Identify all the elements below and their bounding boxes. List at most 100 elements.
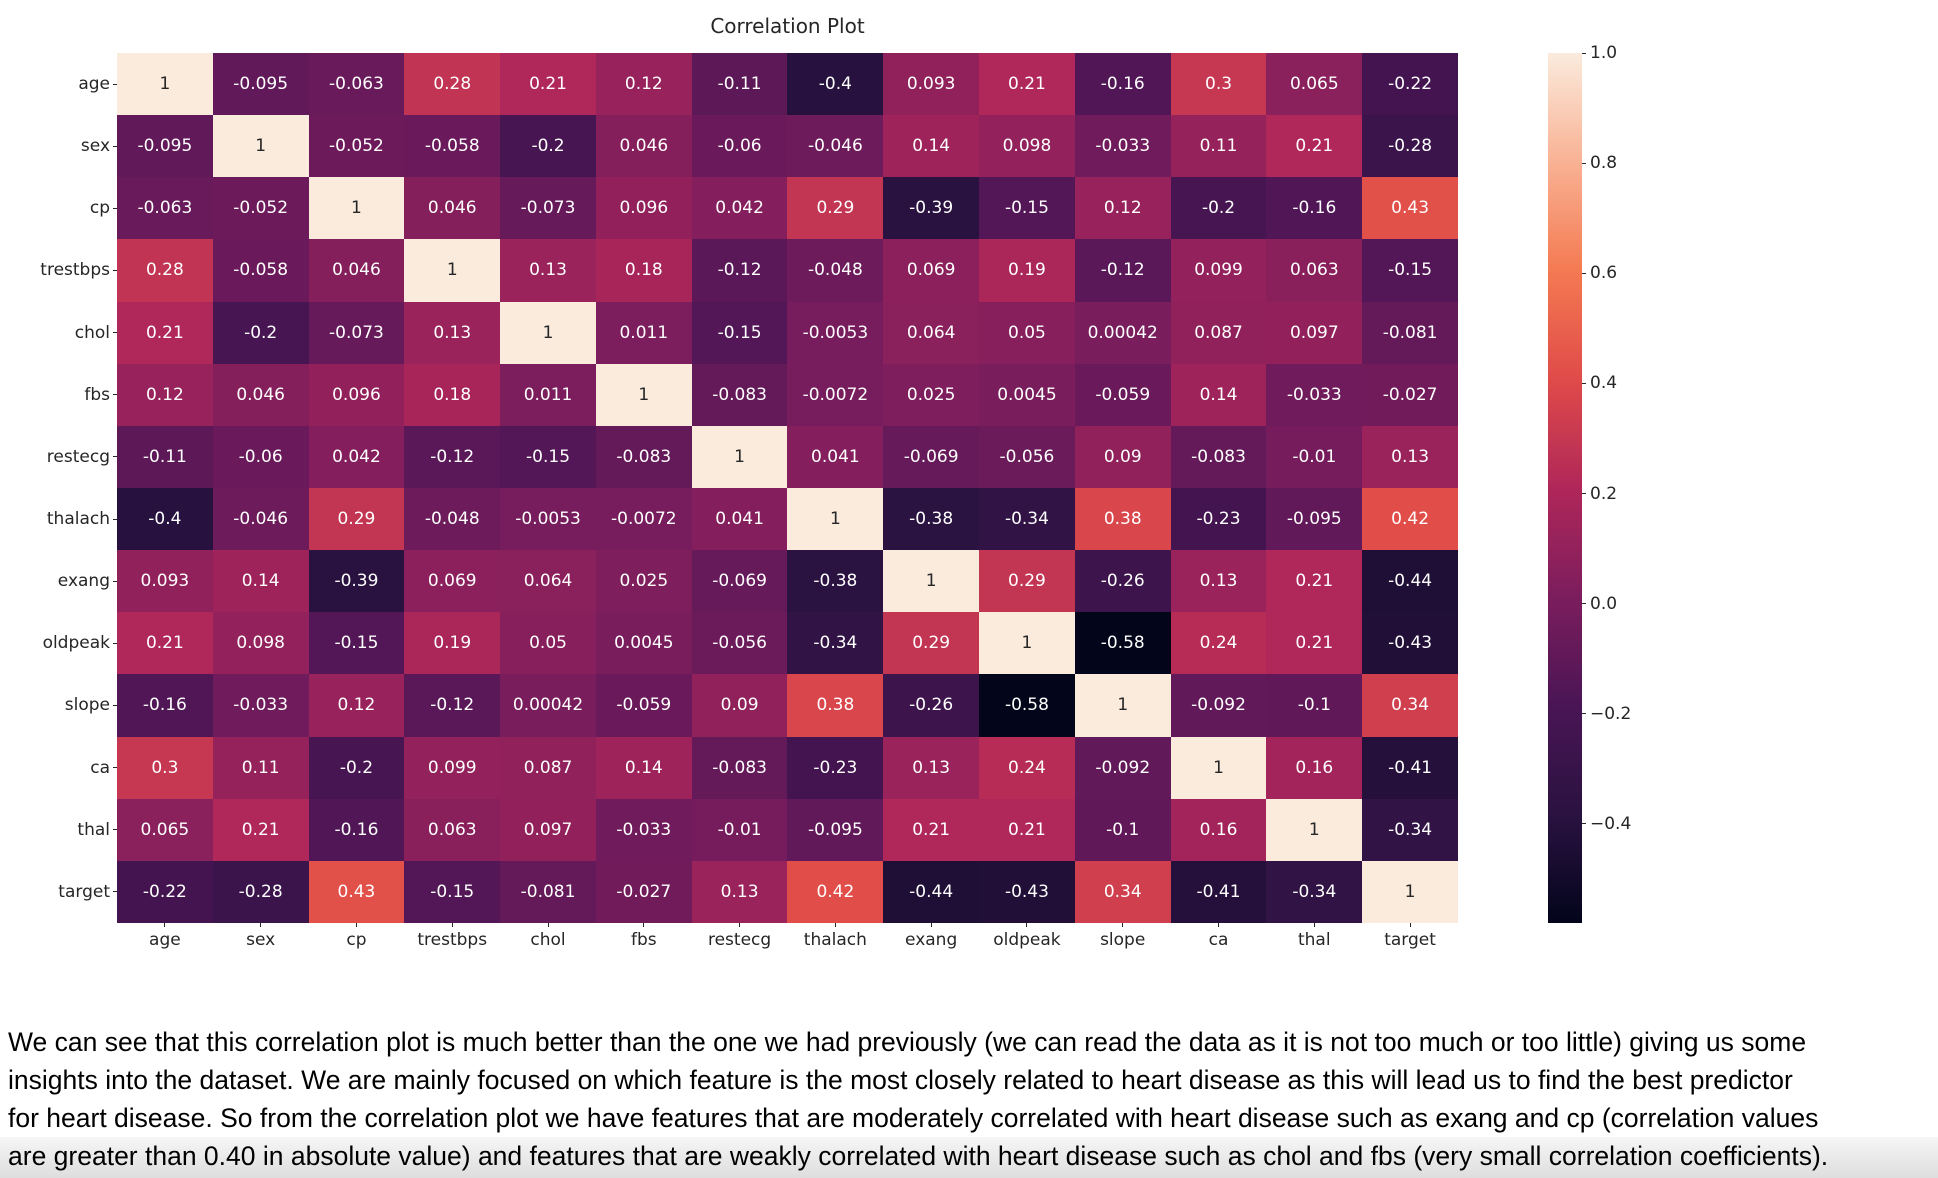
heatmap-cell: -0.01: [1266, 425, 1363, 488]
heatmap-cell: 0.097: [1266, 301, 1363, 364]
tick-mark: [113, 83, 117, 85]
heatmap-cell: 0.064: [500, 550, 596, 613]
heatmap-cell: 0.05: [979, 301, 1075, 364]
tick-mark: [113, 829, 117, 831]
heatmap-cell: 0.041: [787, 425, 884, 488]
tick-mark: [113, 518, 117, 520]
heatmap-cell: -0.15: [1362, 239, 1458, 302]
heatmap-cell: -0.0072: [787, 363, 884, 426]
heatmap-cell: 0.34: [1074, 860, 1171, 923]
plot-title: Correlation Plot: [710, 14, 865, 38]
heatmap-cell: 0.28: [404, 53, 501, 116]
heatmap-cell: 0.21: [979, 53, 1075, 116]
heatmap-cell: -0.095: [117, 115, 213, 178]
tick-mark: [1582, 823, 1586, 825]
tick-mark: [1582, 162, 1586, 164]
heatmap-cell: -0.033: [1074, 115, 1171, 178]
tick-mark: [1582, 272, 1586, 274]
heatmap-cell: -0.58: [1074, 612, 1171, 675]
heatmap-cell: 0.00042: [500, 674, 596, 737]
heatmap-cell: 0.3: [117, 736, 213, 799]
heatmap-cell: 0.05: [500, 612, 596, 675]
heatmap-cell: 1: [404, 239, 501, 302]
heatmap-cell: -0.22: [1362, 53, 1458, 116]
heatmap-cell: 1: [117, 53, 213, 116]
heatmap-cell: -0.44: [1362, 550, 1458, 613]
tick-mark: [355, 923, 357, 927]
heatmap-cell: -0.16: [1074, 53, 1171, 116]
heatmap-cell: 0.12: [1074, 177, 1171, 240]
heatmap-cell: -0.0053: [787, 301, 884, 364]
heatmap-cell: -0.059: [595, 674, 692, 737]
heatmap-cell: 0.21: [883, 798, 980, 861]
heatmap-cell: 0.42: [787, 860, 884, 923]
heatmap-cell: -0.26: [1074, 550, 1171, 613]
tick-mark: [1217, 923, 1219, 927]
heatmap-cell: -0.58: [979, 674, 1075, 737]
heatmap-cell: -0.12: [404, 674, 501, 737]
heatmap-cell: -0.39: [308, 550, 405, 613]
heatmap-cell: -0.44: [883, 860, 980, 923]
y-axis-tick-label: exang: [0, 550, 117, 612]
heatmap-cell: -0.033: [212, 674, 309, 737]
heatmap-cell: 0.43: [1362, 177, 1458, 240]
colorbar-tick: 1.0: [1582, 43, 1617, 63]
heatmap-cell: -0.28: [212, 860, 309, 923]
heatmap-cell: 0.21: [1266, 612, 1363, 675]
heatmap-cell: -0.092: [1074, 736, 1171, 799]
heatmap-cell: 1: [787, 487, 884, 551]
heatmap-cell: -0.41: [1170, 860, 1267, 923]
heatmap-cell: 0.19: [404, 612, 501, 675]
heatmap-cell: 0.12: [308, 674, 405, 737]
heatmap-cell: -0.06: [691, 115, 788, 178]
tick-mark: [113, 767, 117, 769]
heatmap-cell: 0.21: [500, 53, 596, 116]
y-axis-tick-label: chol: [0, 302, 117, 364]
heatmap-cell: 0.13: [883, 736, 980, 799]
heatmap-cell: -0.01: [691, 798, 788, 861]
heatmap-cell: 0.099: [1170, 239, 1267, 302]
heatmap-cell: 0.098: [212, 612, 309, 675]
x-axis-tick-label: fbs: [596, 923, 692, 950]
caption-line: for heart disease. So from the correlati…: [8, 1103, 1819, 1133]
y-axis-tick-label: cp: [0, 177, 117, 239]
heatmap-cell: 0.0045: [595, 612, 692, 675]
heatmap-cell: 0.099: [404, 736, 501, 799]
heatmap-cell: -0.12: [404, 425, 501, 488]
heatmap-cell: -0.027: [1362, 363, 1458, 426]
heatmap-cell: 0.0045: [979, 363, 1075, 426]
heatmap-cell: -0.2: [212, 301, 309, 364]
heatmap-cell: -0.34: [1362, 798, 1458, 861]
tick-mark: [113, 394, 117, 396]
heatmap-cell: 0.14: [1170, 363, 1267, 426]
tick-mark: [113, 332, 117, 334]
heatmap-cell: -0.058: [404, 115, 501, 178]
heatmap-cell: 0.18: [404, 363, 501, 426]
heatmap-cell: -0.4: [117, 487, 213, 551]
heatmap-cell: -0.2: [500, 115, 596, 178]
heatmap-cell: -0.34: [1266, 860, 1363, 923]
heatmap-cell: -0.43: [979, 860, 1075, 923]
heatmap-cell: 0.011: [500, 363, 596, 426]
heatmap-cell: 1: [1362, 860, 1458, 923]
heatmap-cell: 1: [500, 301, 596, 364]
heatmap-cell: 0.046: [404, 177, 501, 240]
heatmap-cell: 0.21: [117, 612, 213, 675]
heatmap-cell: 0.29: [308, 487, 405, 551]
tick-mark: [113, 642, 117, 644]
tick-mark: [260, 923, 262, 927]
heatmap-cell: 0.00042: [1074, 301, 1171, 364]
tick-mark: [113, 580, 117, 582]
heatmap-cell: -0.1: [1266, 674, 1363, 737]
heatmap-cell: 0.025: [595, 550, 692, 613]
tick-mark: [113, 269, 117, 271]
x-axis-tick-label: chol: [500, 923, 596, 950]
heatmap-cell: 1: [1170, 736, 1267, 799]
heatmap-cell: -0.2: [308, 736, 405, 799]
x-axis-labels: age sex cp trestbps chol fbs restecg thalach exa…: [117, 923, 1458, 950]
x-axis-tick-label: slope: [1075, 923, 1171, 950]
heatmap-cell: -0.23: [787, 736, 884, 799]
heatmap-cell: 0.046: [595, 115, 692, 178]
heatmap-cell: 0.087: [500, 736, 596, 799]
